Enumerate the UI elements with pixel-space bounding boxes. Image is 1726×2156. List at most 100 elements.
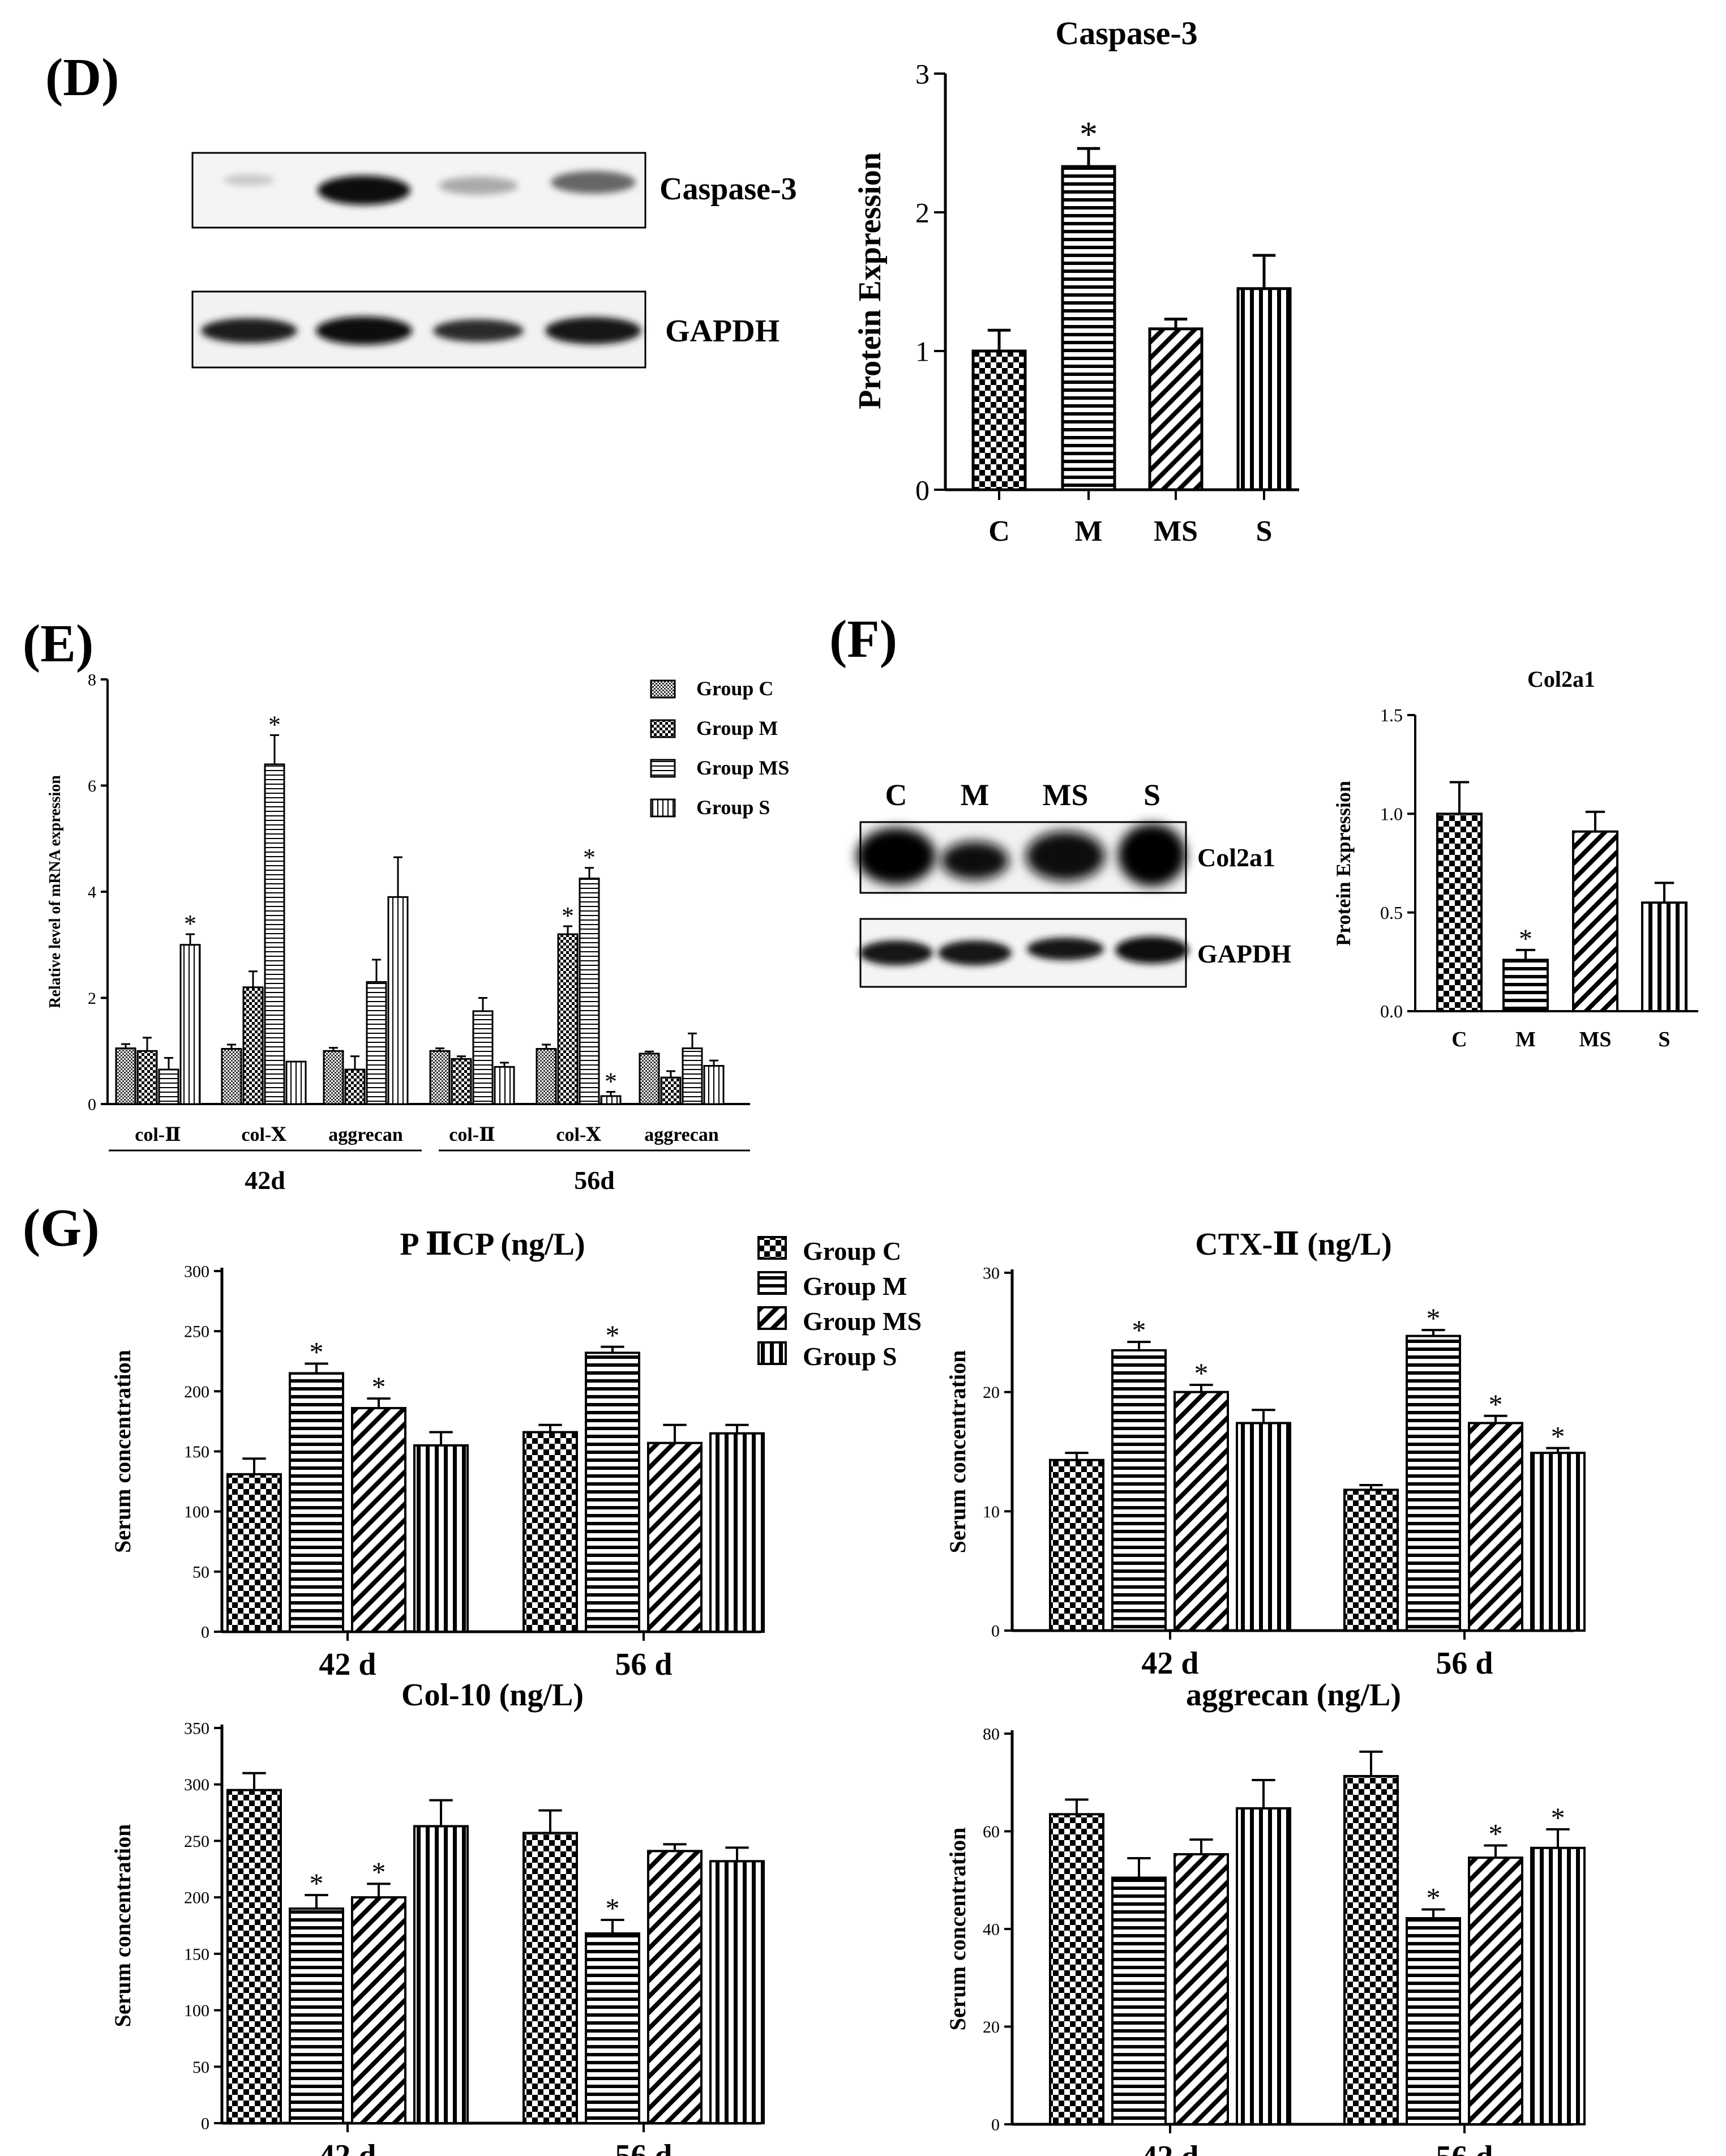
serum-p-cp-ng-l-ytick-label: 100 — [184, 1503, 209, 1521]
serum-ctx-ng-l-ytick-label: 30 — [983, 1264, 1000, 1283]
serum-p-cp-ng-l-ytick-label: 50 — [192, 1563, 209, 1581]
serum-ctx-ng-l-title: CTX-Ⅱ (ng/L) — [1195, 1227, 1391, 1262]
col2a1-band-m — [941, 841, 1009, 880]
mrna-ytick-label: 2 — [88, 989, 96, 1008]
serum-p-cp-ng-l-title: P ⅡCP (ng/L) — [400, 1227, 585, 1262]
serum-aggrecan-ng-l-group-m-bar — [1111, 1876, 1167, 2125]
serum-legend-swatch — [757, 1271, 787, 1295]
col2a1-ytick-label: 0.5 — [1380, 902, 1403, 923]
mrna-group-c-bar — [429, 1050, 451, 1105]
mrna-category-label: col-Ⅹ — [556, 1124, 601, 1145]
serum-p-cp-ng-l-group-c-bar — [226, 1473, 282, 1633]
col2a1-lane-s: S — [1143, 778, 1160, 812]
gapdh-f-band-ms — [1027, 938, 1104, 960]
mrna-category-label: col-Ⅹ — [241, 1124, 286, 1145]
mrna-group-s-bar — [703, 1065, 725, 1105]
serum-p-cp-ng-l-group-m-sig-star: * — [606, 1319, 620, 1351]
serum-legend-label: Group S — [803, 1342, 897, 1371]
col2a1-ytick-label: 1.0 — [1380, 804, 1403, 824]
caspase3-ytick-label: 3 — [915, 58, 930, 90]
panel-e: (E) Relative level of mRNA expression 0 2… — [23, 614, 789, 1195]
panel-f: (F) C M MS S Col2a1 GAPDH Col2a1 Protein… — [829, 610, 1698, 1051]
serum-col-10-ng-l-xtick-label: 56 d — [615, 2138, 672, 2156]
gapdh-blot-f — [859, 918, 1189, 988]
serum-p-cp-ng-l-xtick-label: 56 d — [615, 1647, 672, 1682]
caspase3-blot-label: Caspase-3 — [659, 172, 797, 207]
serum-ctx-ng-l-group-ms-bar — [1468, 1422, 1523, 1632]
gapdh-f-band-m — [938, 940, 1012, 965]
caspase3-xtick-label-c: C — [988, 515, 1010, 547]
mrna-group-c-bar — [536, 1048, 557, 1105]
caspase3-xtick-label-ms: MS — [1154, 515, 1198, 547]
caspase3-band-ms — [439, 177, 518, 195]
mrna-group-c-bar — [115, 1047, 136, 1105]
serum-col-10-ng-l-group-c-bar — [522, 1832, 578, 2124]
gapdh-blot-d — [191, 290, 646, 369]
serum-aggrecan-ng-l-group-c-bar — [1049, 1813, 1104, 2125]
serum-p-cp-ng-l-group-s-bar — [709, 1432, 765, 1633]
caspase3-y-label: Protein Expression — [853, 152, 888, 409]
mrna-group-c-bar — [323, 1050, 344, 1105]
serum-ctx-ng-l-group-s-bar — [1236, 1422, 1291, 1632]
serum-aggrecan-ng-l-y-label: Serum concentration — [945, 1828, 970, 2031]
mrna-category-label: col-Ⅱ — [135, 1124, 181, 1145]
serum-col-10-ng-l-group-m-sig-star: * — [310, 1867, 324, 1899]
col2a1-y-label: Protein Expression — [1332, 781, 1355, 946]
mrna-group-ms-bar — [682, 1047, 703, 1105]
mrna-legend-swatch — [650, 719, 676, 738]
mrna-group-s-bar — [600, 1095, 622, 1105]
mrna-group-s-bar — [179, 944, 201, 1105]
serum-aggrecan-ng-l-chart: aggrecan (ng/L) Serum concentration 0 20 40 6… — [945, 1678, 1586, 2156]
serum-col-10-ng-l-ytick-label: 100 — [184, 2001, 209, 2020]
serum-ctx-ng-l-group-ms-sig-star: * — [1489, 1388, 1503, 1420]
col2a1-chart: Col2a1 Protein Expression 0.0 0.5 1.0 1.5 C… — [1332, 666, 1698, 1051]
panel-g-label: (G) — [23, 1199, 100, 1257]
mrna-group-ms-sig-star: * — [268, 711, 281, 738]
col2a1-chart-title: Col2a1 — [1527, 666, 1595, 692]
mrna-legend-swatch — [650, 798, 676, 818]
serum-aggrecan-ng-l-xtick-label: 56 d — [1436, 2140, 1493, 2156]
serum-ctx-ng-l-group-m-bar — [1111, 1349, 1167, 1632]
mrna-y-label: Relative level of mRNA expression — [46, 775, 64, 1008]
col2a1-c-bar — [1436, 812, 1483, 1013]
serum-legend-swatch — [757, 1306, 787, 1330]
col2a1-xtick-label-ms: MS — [1579, 1028, 1612, 1051]
serum-ctx-ng-l-group-ms-bar — [1173, 1391, 1229, 1632]
serum-ctx-ng-l-group-s-bar — [1530, 1452, 1586, 1632]
mrna-legend: Group C Group M Group MS Group S — [650, 677, 789, 819]
serum-ctx-ng-l-group-m-sig-star: * — [1132, 1314, 1146, 1346]
col2a1-lane-m: M — [961, 778, 990, 812]
serum-col-10-ng-l-ytick-label: 150 — [184, 1945, 209, 1964]
caspase3-ytick-label: 2 — [915, 197, 930, 229]
serum-aggrecan-ng-l-group-ms-bar — [1468, 1856, 1523, 2125]
serum-col-10-ng-l-xtick-label: 42 d — [319, 2138, 376, 2156]
serum-p-cp-ng-l-group-ms-bar — [647, 1441, 703, 1633]
gapdh-f-band-c — [859, 940, 933, 965]
mrna-ytick-label: 0 — [88, 1096, 96, 1114]
col2a1-ms-bar — [1572, 830, 1618, 1013]
serum-p-cp-ng-l-ytick-label: 200 — [184, 1383, 209, 1401]
serum-col-10-ng-l-group-c-bar — [226, 1789, 282, 2125]
mrna-category-label: aggrecan — [328, 1124, 403, 1145]
caspase3-xtick-label-m: M — [1074, 515, 1102, 547]
caspase3-c-bar — [971, 349, 1027, 491]
serum-legend-label: Group MS — [803, 1307, 922, 1336]
col2a1-blot-label: Col2a1 — [1197, 843, 1275, 872]
gapdh-d-band-c — [201, 318, 297, 343]
serum-ctx-ng-l-group-m-bar — [1406, 1334, 1461, 1632]
serum-col-10-ng-l-ytick-label: 250 — [184, 1832, 209, 1851]
serum-col-10-ng-l-ytick-label: 200 — [184, 1889, 209, 1907]
serum-p-cp-ng-l-ytick-label: 300 — [184, 1263, 209, 1281]
mrna-group-m-bar — [136, 1050, 158, 1105]
gapdh-f-band-s — [1115, 936, 1189, 964]
serum-aggrecan-ng-l-group-m-bar — [1406, 1917, 1461, 2125]
serum-col-10-ng-l-ytick-label: 50 — [192, 2058, 209, 2077]
gapdh-d-band-ms — [433, 319, 524, 342]
serum-ctx-ng-l-group-m-sig-star: * — [1427, 1302, 1441, 1334]
panel-g: (G) Group C Group M Group MS Group S P ⅡCP … — [23, 1199, 1586, 2156]
serum-col-10-ng-l-group-s-bar — [709, 1860, 765, 2124]
gapdh-d-band-s — [545, 317, 641, 344]
serum-ctx-ng-l-y-label: Serum concentration — [945, 1350, 970, 1554]
col2a1-band-ms — [1026, 831, 1105, 881]
serum-legend-label: Group C — [803, 1237, 901, 1265]
